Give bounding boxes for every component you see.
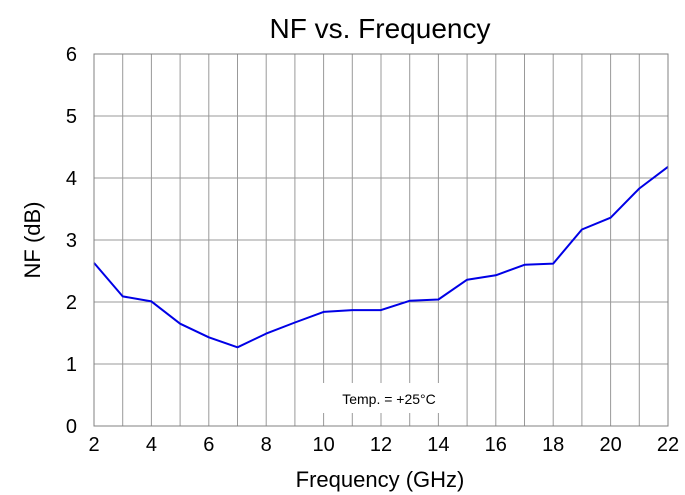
labels-layer: NF vs. Frequency Frequency (GHz) NF (dB)…: [20, 13, 679, 492]
plot-frame: [93, 53, 669, 427]
annotation-text: Temp. = +25°C: [342, 391, 436, 407]
y-axis-label: NF (dB): [20, 202, 45, 279]
x-tick-label-18: 18: [542, 434, 564, 456]
x-tick-label-14: 14: [427, 434, 449, 456]
x-tick-label-10: 10: [312, 434, 334, 456]
y-tick-label-3: 3: [66, 230, 77, 252]
x-tick-label-20: 20: [599, 434, 621, 456]
y-tick-label-4: 4: [66, 168, 77, 190]
x-axis-label: Frequency (GHz): [296, 467, 465, 492]
x-tick-label-8: 8: [261, 434, 272, 456]
x-tick-label-6: 6: [203, 434, 214, 456]
annotation-layer: Temp. = +25°C: [322, 383, 456, 413]
frame-layer: [93, 53, 669, 427]
y-tick-label-1: 1: [66, 354, 77, 376]
x-tick-label-22: 22: [657, 434, 679, 456]
chart-title: NF vs. Frequency: [270, 13, 491, 44]
annotation-box: [322, 383, 456, 413]
nf-series-line-0: [93, 166, 669, 349]
y-tick-label-5: 5: [66, 106, 77, 128]
grid-layer: [94, 54, 668, 426]
y-tick-label-0: 0: [66, 416, 77, 438]
x-tick-label-4: 4: [146, 434, 157, 456]
x-tick-label-2: 2: [88, 434, 99, 456]
x-tick-label-16: 16: [485, 434, 507, 456]
y-tick-label-6: 6: [66, 44, 77, 66]
x-tick-label-12: 12: [370, 434, 392, 456]
series-layer: [93, 166, 669, 349]
y-tick-label-2: 2: [66, 292, 77, 314]
